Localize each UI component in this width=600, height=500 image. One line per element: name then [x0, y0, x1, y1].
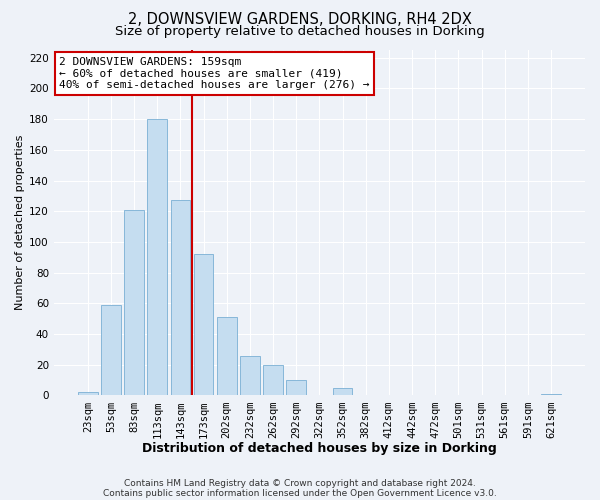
Bar [263, 365, 283, 396]
Text: 2 DOWNSVIEW GARDENS: 159sqm
← 60% of detached houses are smaller (419)
40% of se: 2 DOWNSVIEW GARDENS: 159sqm ← 60% of det… [59, 57, 370, 90]
Bar [333, 388, 352, 396]
Bar [286, 380, 306, 396]
Text: 2, DOWNSVIEW GARDENS, DORKING, RH4 2DX: 2, DOWNSVIEW GARDENS, DORKING, RH4 2DX [128, 12, 472, 28]
Text: Contains HM Land Registry data © Crown copyright and database right 2024.: Contains HM Land Registry data © Crown c… [124, 478, 476, 488]
Bar [78, 392, 98, 396]
Bar [541, 394, 561, 396]
Bar [101, 305, 121, 396]
Text: Contains public sector information licensed under the Open Government Licence v3: Contains public sector information licen… [103, 488, 497, 498]
Text: Size of property relative to detached houses in Dorking: Size of property relative to detached ho… [115, 25, 485, 38]
X-axis label: Distribution of detached houses by size in Dorking: Distribution of detached houses by size … [142, 442, 497, 455]
Bar [194, 254, 214, 396]
Y-axis label: Number of detached properties: Number of detached properties [15, 135, 25, 310]
Bar [170, 200, 190, 396]
Bar [240, 356, 260, 396]
Bar [124, 210, 144, 396]
Bar [217, 317, 236, 396]
Bar [148, 119, 167, 396]
